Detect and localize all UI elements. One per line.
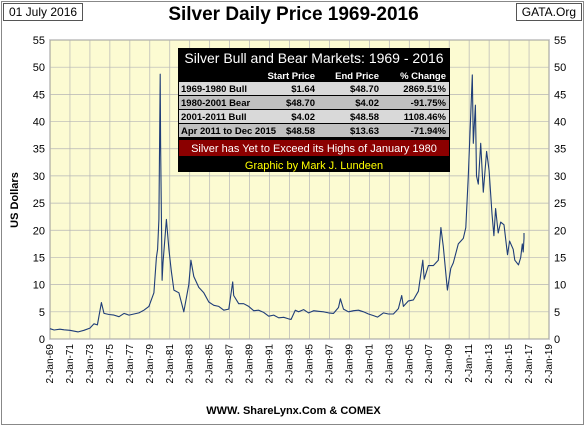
x-tick-label: 2-Jan-69 xyxy=(45,344,56,384)
chart-credit: WWW. ShareLynx.Com & COMEX xyxy=(206,405,381,417)
x-tick-label: 2-Jan-79 xyxy=(145,344,156,384)
info-table-footer: Graphic by Mark J. Lundeen xyxy=(245,160,383,172)
info-table-cell: 1969-1980 Bull xyxy=(181,84,247,95)
y-tick-label-right: 55 xyxy=(554,35,566,47)
y-tick-label-right: 45 xyxy=(554,89,566,101)
info-table-row xyxy=(179,96,449,109)
info-table-cell: 1980-2001 Bear xyxy=(181,98,250,109)
x-tick-label: 2-Jan-99 xyxy=(344,344,355,384)
info-table-header: % Change xyxy=(400,71,446,82)
x-tick-label: 2-Jan-89 xyxy=(245,344,256,384)
info-table-cell: $48.58 xyxy=(286,126,315,137)
info-table-cell: 2869.51% xyxy=(403,84,446,95)
y-tick-label-right: 10 xyxy=(554,280,566,292)
y-tick-label-right: 20 xyxy=(554,225,566,237)
info-table-banner xyxy=(179,140,449,156)
x-tick-label: 2-Jan-97 xyxy=(324,344,335,384)
x-tick-label: 2-Jan-03 xyxy=(384,344,395,384)
y-tick-label-left: 10 xyxy=(33,280,45,292)
info-table-cell: -71.94% xyxy=(411,126,447,137)
info-table-cell: $13.63 xyxy=(350,126,379,137)
x-tick-label: 2-Jan-83 xyxy=(185,344,196,384)
x-tick-label: 2-Jan-77 xyxy=(125,344,136,384)
x-tick-label: 2-Jan-19 xyxy=(544,344,555,384)
x-tick-label: 2-Jan-15 xyxy=(504,344,515,384)
info-table-cell: $1.64 xyxy=(291,84,315,95)
series-line xyxy=(49,73,525,333)
info-table-cell: $4.02 xyxy=(355,98,379,109)
info-table-cell: $48.70 xyxy=(286,98,315,109)
y-tick-label-left: 20 xyxy=(33,225,45,237)
info-table-cell: -91.75% xyxy=(411,98,447,109)
y-tick-label-left: 55 xyxy=(33,35,45,47)
x-tick-label: 2-Jan-71 xyxy=(65,344,76,384)
x-tick-label: 2-Jan-17 xyxy=(524,344,535,384)
y-tick-label-left: 0 xyxy=(39,334,45,346)
x-tick-label: 2-Jan-05 xyxy=(404,344,415,384)
y-tick-label-left: 45 xyxy=(33,89,45,101)
info-table-banner-text: Silver has Yet to Exceed its Highs of Ja… xyxy=(191,143,437,155)
info-table-header: End Price xyxy=(335,71,379,82)
y-axis-label: US Dollars xyxy=(9,172,21,228)
x-tick-label: 2-Jan-85 xyxy=(205,344,216,384)
y-tick-label-left: 5 xyxy=(39,307,45,319)
info-table-cell: 2001-2011 Bull xyxy=(181,112,247,123)
chart-title: Silver Daily Price 1969-2016 xyxy=(168,4,419,25)
series-group xyxy=(49,73,525,333)
date-label: 01 July 2016 xyxy=(3,3,84,21)
info-table-row xyxy=(179,124,449,137)
y-tick-label-left: 35 xyxy=(33,144,45,156)
y-tick-label-right: 25 xyxy=(554,198,566,210)
x-tick-label: 2-Jan-87 xyxy=(225,344,236,384)
x-tick-label: 2-Jan-75 xyxy=(105,344,116,384)
info-table-cell: Apr 2011 to Dec 2015 xyxy=(181,126,277,137)
x-tick-label: 2-Jan-93 xyxy=(285,344,296,384)
y-tick-label-right: 0 xyxy=(554,334,560,346)
y-tick-label-right: 30 xyxy=(554,171,566,183)
source-label: GATA.Org xyxy=(515,3,582,21)
y-tick-label-right: 40 xyxy=(554,117,566,129)
x-tick-label: 2-Jan-11 xyxy=(464,344,475,383)
info-table-cell: $48.58 xyxy=(350,112,379,123)
x-tick-label: 2-Jan-09 xyxy=(444,344,455,384)
info-table-title: Silver Bull and Bear Markets: 1969 - 201… xyxy=(184,50,443,66)
y-tick-label-left: 40 xyxy=(33,117,45,129)
y-tick-label-left: 15 xyxy=(33,252,45,264)
info-table-cell: $48.70 xyxy=(350,84,379,95)
x-tick-label: 2-Jan-07 xyxy=(424,344,435,384)
x-tick-label: 2-Jan-73 xyxy=(85,344,96,384)
x-tick-label: 2-Jan-13 xyxy=(484,344,495,384)
x-tick-label: 2-Jan-91 xyxy=(265,344,276,384)
y-tick-label-left: 50 xyxy=(33,62,45,74)
y-tick-label-left: 25 xyxy=(33,198,45,210)
info-table-row xyxy=(179,110,449,123)
info-table-cell: 1108.46% xyxy=(404,112,447,123)
y-tick-label-left: 30 xyxy=(33,171,45,183)
y-tick-label-right: 35 xyxy=(554,144,566,156)
y-tick-label-right: 50 xyxy=(554,62,566,74)
info-table-cell: $4.02 xyxy=(291,112,315,123)
x-tick-label: 2-Jan-01 xyxy=(364,344,375,384)
info-table: Silver Bull and Bear Markets: 1969 - 201… xyxy=(178,48,450,172)
x-tick-label: 2-Jan-81 xyxy=(165,344,176,384)
info-table-row xyxy=(179,82,449,95)
y-tick-label-right: 5 xyxy=(554,307,560,319)
info-table-header: Start Price xyxy=(267,71,315,82)
y-tick-label-right: 15 xyxy=(554,252,566,264)
x-tick-label: 2-Jan-95 xyxy=(304,344,315,384)
